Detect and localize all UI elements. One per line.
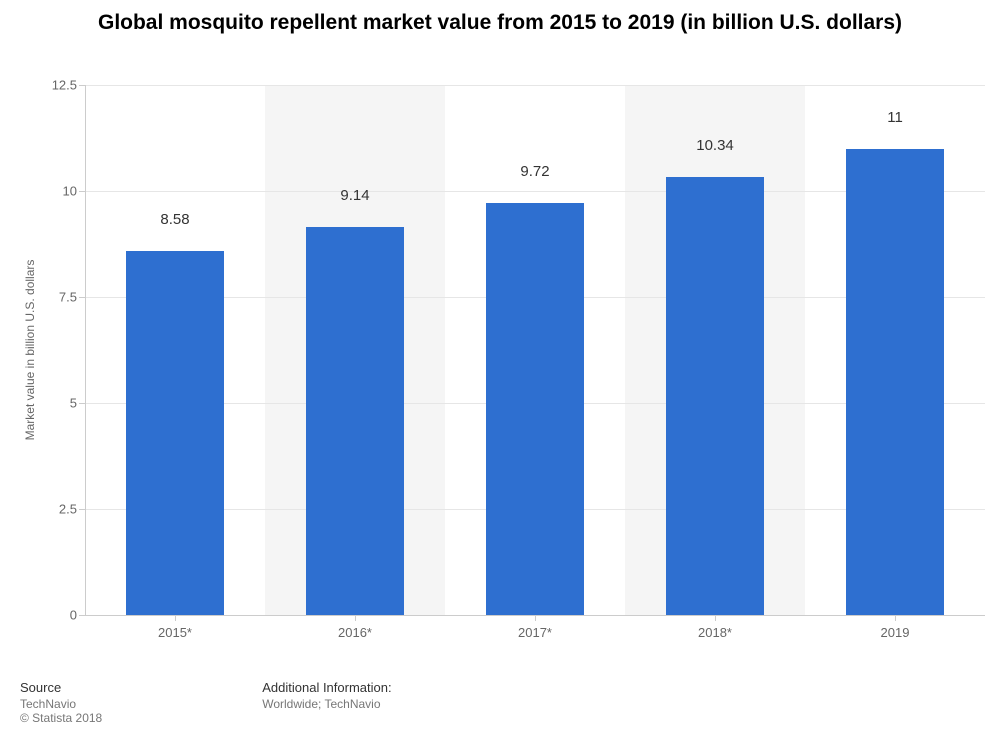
footer-info-heading: Additional Information: xyxy=(262,680,391,695)
y-tick-label: 7.5 xyxy=(59,290,85,305)
bar xyxy=(486,203,583,615)
y-axis-title: Market value in billion U.S. dollars xyxy=(23,260,37,441)
bar-value-label: 9.14 xyxy=(340,187,369,204)
chart-plot-area: 02.557.51012.58.582015*9.142016*9.722017… xyxy=(85,85,985,615)
chart-container: Global mosquito repellent market value f… xyxy=(0,0,1000,743)
footer-source-line: © Statista 2018 xyxy=(20,711,102,725)
footer-source-heading: Source xyxy=(20,680,102,695)
y-tick-label: 0 xyxy=(70,608,85,623)
x-tick-label: 2017* xyxy=(518,615,552,640)
x-tick-label: 2016* xyxy=(338,615,372,640)
bar-value-label: 10.34 xyxy=(696,137,734,154)
x-tick-label: 2019 xyxy=(881,615,910,640)
bar-value-label: 8.58 xyxy=(160,211,189,228)
y-tick-label: 5 xyxy=(70,396,85,411)
bar-value-label: 11 xyxy=(887,109,903,126)
footer-info-line: Worldwide; TechNavio xyxy=(262,697,391,711)
y-axis-line xyxy=(85,85,86,615)
x-tick-label: 2018* xyxy=(698,615,732,640)
chart-title: Global mosquito repellent market value f… xyxy=(0,10,1000,36)
x-tick-label: 2015* xyxy=(158,615,192,640)
chart-footer: Source TechNavio© Statista 2018 Addition… xyxy=(20,680,980,725)
footer-source-line: TechNavio xyxy=(20,697,102,711)
bar xyxy=(666,177,763,615)
bar-value-label: 9.72 xyxy=(520,163,549,180)
bar xyxy=(126,251,223,615)
y-tick-label: 10 xyxy=(63,184,85,199)
footer-source: Source TechNavio© Statista 2018 xyxy=(20,680,102,725)
y-tick-label: 2.5 xyxy=(59,502,85,517)
bar xyxy=(846,149,943,615)
gridline xyxy=(85,85,985,86)
bar xyxy=(306,227,403,615)
y-tick-label: 12.5 xyxy=(52,78,85,93)
footer-info: Additional Information: Worldwide; TechN… xyxy=(262,680,391,725)
x-axis-line xyxy=(85,615,985,616)
